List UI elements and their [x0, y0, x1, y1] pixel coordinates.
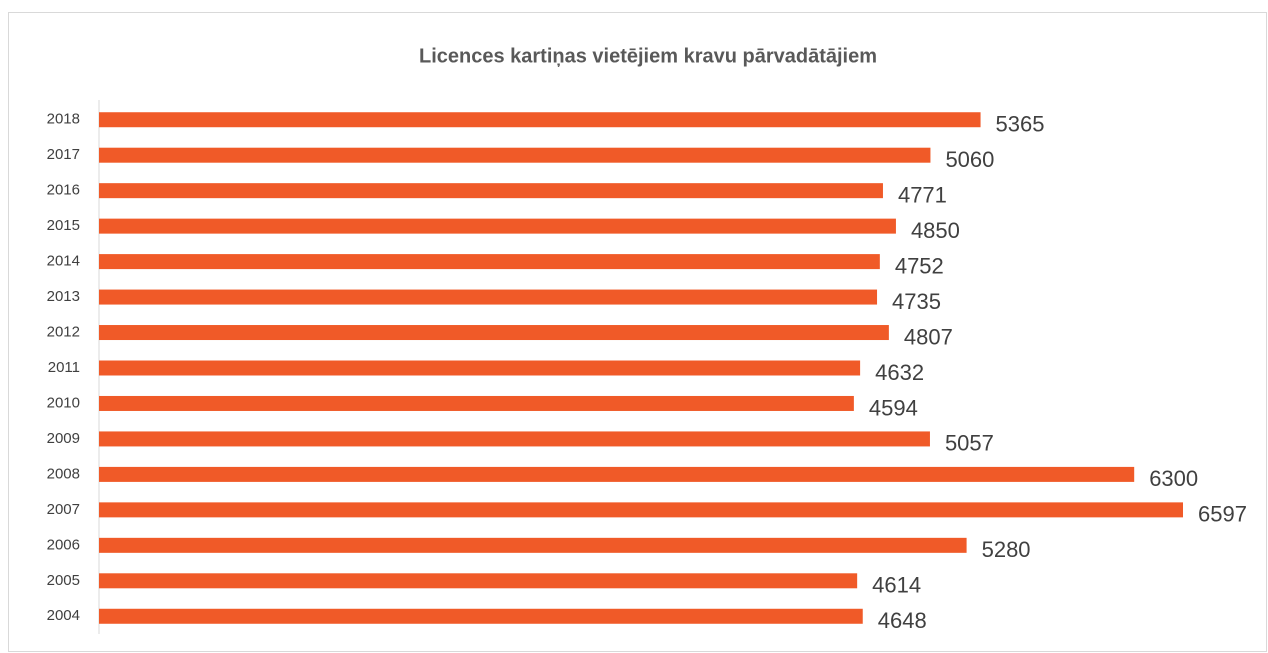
- data-label: 4735: [892, 289, 941, 314]
- bar: [99, 147, 931, 163]
- data-label: 6597: [1198, 502, 1247, 527]
- bar: [99, 218, 896, 234]
- y-tick-label: 2012: [47, 324, 80, 341]
- y-tick-label: 2005: [47, 572, 80, 589]
- y-tick-label: 2011: [48, 359, 80, 376]
- y-tick-label: 2017: [47, 146, 80, 163]
- bar: [99, 360, 861, 376]
- data-label: 6300: [1149, 466, 1198, 491]
- bar: [99, 466, 1135, 482]
- data-label: 4648: [878, 608, 927, 633]
- y-tick-label: 2006: [47, 536, 80, 553]
- data-label: 4632: [875, 360, 924, 385]
- data-label: 4752: [895, 253, 944, 278]
- data-label: 5060: [945, 147, 994, 172]
- data-label: 4614: [872, 573, 921, 598]
- y-tick-label: 2016: [47, 182, 80, 199]
- y-tick-label: 2015: [47, 217, 80, 234]
- y-tick-label: 2008: [47, 465, 80, 482]
- bar: [99, 537, 967, 553]
- data-label: 5057: [945, 431, 994, 456]
- y-tick-label: 2018: [47, 111, 80, 128]
- bar: [99, 608, 863, 624]
- y-tick-label: 2004: [47, 607, 80, 624]
- bar: [99, 289, 878, 305]
- y-tick-label: 2009: [47, 430, 80, 447]
- bar: [99, 502, 1183, 518]
- data-label: 4850: [911, 218, 960, 243]
- chart-title: Licences kartiņas vietējiem kravu pārvad…: [419, 45, 877, 67]
- y-tick-label: 2013: [47, 288, 80, 305]
- data-label: 4807: [904, 324, 953, 349]
- data-label: 5365: [996, 112, 1045, 137]
- y-tick-label: 2007: [47, 501, 80, 518]
- data-label: 4771: [898, 182, 947, 207]
- bar: [99, 325, 889, 341]
- bar: [99, 573, 858, 589]
- bar: [99, 431, 930, 447]
- bar: [99, 254, 880, 270]
- y-tick-label: 2014: [47, 253, 80, 270]
- data-label: 4594: [869, 395, 918, 420]
- bar: [99, 395, 854, 411]
- bar: [99, 183, 883, 199]
- y-tick-label: 2010: [47, 394, 80, 411]
- data-label: 5280: [982, 537, 1031, 562]
- bar: [99, 112, 981, 128]
